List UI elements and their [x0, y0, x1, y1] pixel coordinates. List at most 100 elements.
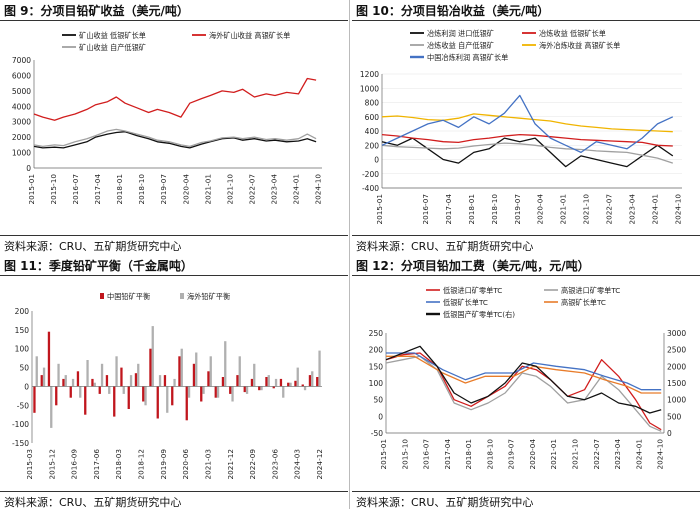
bar [200, 386, 203, 402]
series-line [33, 77, 317, 121]
chart-plot: 中国铅矿平衡 海外铅矿平衡 -150 -100 -50 0 50 100 150 200 2015-… [12, 292, 324, 480]
y-tick-label: 1000 [12, 149, 31, 158]
y-tick-label: -400 [362, 184, 379, 193]
title-divider [352, 20, 700, 21]
x-tick-label: 2018-01 [467, 194, 476, 225]
chart-title: 图 11：季度铅矿平衡（千金属吨） [4, 259, 193, 273]
bar [144, 386, 147, 406]
y-tick-label: 0 [26, 164, 31, 173]
y-tick-label: 400 [365, 127, 380, 136]
x-tick-label: 2015-03 [25, 449, 34, 480]
legend-label: 冶炼收益 低银矿长单 [539, 29, 606, 38]
series-line [381, 133, 673, 147]
x-tick-label: 2022-07 [247, 174, 256, 205]
legend-swatch [100, 293, 104, 299]
bar [115, 356, 118, 387]
x-tick-label: 2016-07 [71, 174, 80, 205]
bar [64, 375, 67, 387]
bar [311, 371, 314, 387]
x-tick-label: 2015-01 [375, 194, 384, 225]
bar [84, 386, 87, 415]
y-tick-label: 0 [378, 412, 383, 421]
y2-tick-label: 3000 [667, 329, 686, 338]
y-tick-label: 100 [15, 345, 30, 354]
chart-title: 图 12：分项目铅加工费（美元/吨，元/吨） [356, 259, 590, 273]
y2-tick-label: 2500 [667, 346, 686, 355]
chart-title: 图 10：分项目铅冶收益（美元/吨） [356, 4, 550, 18]
bar [287, 382, 290, 387]
bar [33, 386, 36, 413]
bar [265, 377, 268, 387]
chart-plot: 低银进口矿零单TC 高银进口矿零单TC 低银矿长单TC 高银矿长单TC 低银国产矿零单T… [369, 286, 687, 470]
y2-tick-label: 1000 [667, 396, 686, 405]
y-tick-label: 0 [374, 156, 379, 165]
panel-lead-smelter-income: 图 10：分项目铅冶收益（美元/吨） 冶炼利润 进口低银矿 冶炼收益 低银矿长单冶… [352, 0, 700, 254]
y-tick-label: -50 [371, 429, 383, 438]
x-tick-label: 2020-04 [528, 439, 537, 470]
panel-quarterly-lead-balance: 图 11：季度铅矿平衡（千金属吨） 中国铅矿平衡 海外铅矿平衡 -150 -100 -5… [0, 255, 348, 509]
bar [207, 371, 210, 387]
chart-title: 图 9：分项目铅矿收益（美元/吨） [4, 4, 189, 18]
bar [108, 386, 111, 394]
legend-label: 矿山收益 低银矿长单 [79, 31, 146, 40]
bar [231, 386, 234, 402]
bar [134, 373, 138, 387]
series-line [386, 352, 662, 391]
x-tick-label: 2018-01 [464, 439, 473, 470]
x-tick-label: 2016-07 [422, 439, 431, 470]
legend-label: 低银矿长单TC [443, 298, 488, 307]
x-tick-label: 2021-03 [203, 449, 212, 480]
x-tick-label: 2024-10 [314, 174, 323, 205]
x-tick-label: 2021-01 [203, 174, 212, 205]
x-tick-label: 2024-01 [634, 439, 643, 470]
bar [129, 375, 133, 387]
x-tick-label: 2016-07 [421, 194, 430, 225]
y-tick-label: 150 [15, 326, 30, 335]
bar [79, 386, 82, 398]
bar [245, 386, 249, 394]
y-tick-label: 3000 [12, 118, 31, 127]
bar [57, 363, 60, 387]
source-divider [352, 235, 700, 236]
y-tick-label: 250 [369, 329, 384, 338]
bar [86, 360, 89, 387]
y2-tick-label: 1500 [667, 379, 686, 388]
legend-swatch [180, 293, 184, 299]
y-tick-label: 5000 [12, 87, 31, 96]
x-tick-label: 2021-01 [559, 194, 568, 225]
y-tick-label: 200 [365, 141, 380, 150]
bar [173, 378, 176, 387]
bar [301, 384, 304, 387]
chart-source: 资料来源：CRU、五矿期货研究中心 [4, 240, 182, 253]
x-tick-label: 2017-04 [93, 174, 102, 205]
y-tick-label: 1000 [360, 84, 379, 93]
x-tick-label: 2021-12 [226, 449, 235, 480]
bar [166, 386, 169, 413]
bar [42, 367, 46, 387]
legend-label: 低银进口矿零单TC [443, 286, 502, 295]
bar [214, 386, 217, 398]
x-tick-label: 2021-01 [549, 439, 558, 470]
bar [35, 356, 38, 387]
y-tick-label: 50 [373, 396, 383, 405]
series-line [33, 131, 317, 149]
panel-lead-treatment-charges: 图 12：分项目铅加工费（美元/吨，元/吨） 低银进口矿零单TC 高银进口矿零单T… [352, 255, 700, 509]
bar [202, 386, 205, 394]
x-tick-label: 2023-04 [613, 439, 622, 470]
bar [187, 386, 191, 398]
y-tick-label: 0 [24, 382, 29, 391]
bar [260, 386, 263, 391]
x-tick-label: 2018-10 [137, 174, 146, 205]
panel-separator [349, 0, 350, 509]
x-tick-label: 2016-09 [70, 449, 79, 480]
x-tick-label: 2024-03 [293, 449, 302, 480]
chart-source: 资料来源：CRU、五矿期货研究中心 [4, 496, 182, 509]
y-tick-label: 50 [19, 364, 29, 373]
bar [243, 386, 246, 393]
x-tick-label: 2024-10 [673, 194, 682, 225]
bar [192, 363, 196, 387]
bar [294, 380, 297, 387]
y-tick-label: -100 [12, 420, 29, 429]
legend-label: 中国铅矿平衡 [107, 292, 150, 301]
title-divider [0, 20, 348, 21]
